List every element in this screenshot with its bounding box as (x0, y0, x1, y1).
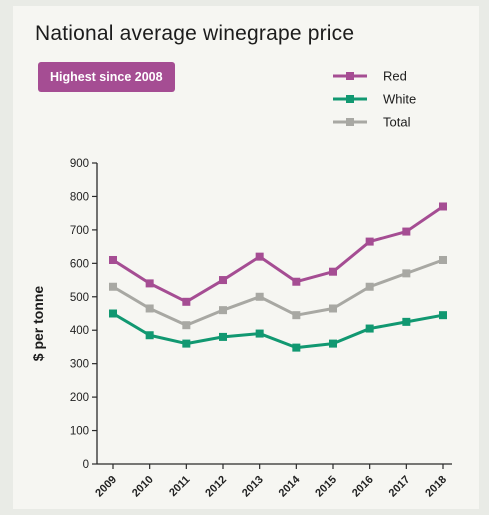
data-point-total (109, 282, 117, 291)
data-point-total (182, 321, 191, 330)
data-point-red (402, 227, 411, 236)
chart-title: National average winegrape price (35, 22, 355, 45)
data-point-total (292, 311, 301, 320)
legend-marker-red (346, 72, 354, 80)
x-tick-label: 2016 (350, 474, 376, 500)
data-point-red (109, 255, 117, 264)
y-tick-label: 400 (70, 325, 89, 337)
data-point-total (145, 304, 154, 313)
data-point-white (292, 343, 301, 352)
data-point-white (109, 309, 117, 318)
x-tick-label: 2014 (277, 473, 303, 499)
y-tick-label: 0 (83, 459, 89, 471)
x-tick-label: 2013 (240, 474, 266, 500)
x-tick-label: 2015 (313, 474, 339, 500)
data-point-red (219, 276, 227, 285)
data-point-white (365, 324, 374, 333)
data-point-red (365, 237, 374, 246)
data-point-red (182, 297, 191, 306)
series-line-white (112, 312, 444, 350)
x-tick-label: 2017 (387, 474, 413, 500)
data-point-red (329, 267, 337, 276)
y-tick-label: 700 (70, 225, 89, 237)
y-tick-label: 900 (70, 158, 89, 170)
data-point-total (255, 292, 264, 301)
y-tick-label: 600 (70, 258, 89, 270)
x-tick-label: 2010 (130, 474, 156, 500)
y-tick-label: 100 (70, 426, 89, 438)
data-point-white (402, 317, 411, 326)
data-point-white (329, 339, 337, 348)
data-point-total (439, 255, 447, 264)
legend-marker-white (346, 95, 354, 103)
highlight-badge: Highest since 2008 (38, 62, 175, 92)
data-point-total (365, 282, 374, 291)
chart-card: National average winegrape price Highest… (13, 6, 479, 509)
legend-marker-total (346, 118, 354, 126)
data-point-red (145, 279, 154, 288)
y-tick-label: 500 (70, 292, 89, 304)
legend-label-white: White (383, 92, 416, 107)
data-point-total (402, 269, 411, 278)
legend-label-total: Total (383, 115, 411, 130)
data-point-total (329, 304, 337, 313)
y-tick-label: 200 (70, 392, 89, 404)
x-tick-label: 2011 (167, 474, 192, 499)
data-point-red (292, 277, 301, 286)
data-point-red (439, 202, 447, 211)
series-line-total (112, 258, 444, 327)
data-point-white (145, 331, 154, 340)
data-point-total (219, 306, 227, 315)
data-point-white (219, 332, 227, 341)
y-tick-label: 300 (70, 359, 89, 371)
y-axis-title: $ per tonne (30, 286, 46, 362)
x-tick-label: 2009 (93, 474, 119, 500)
series-line-red (112, 205, 444, 304)
data-point-white (255, 329, 264, 338)
data-point-white (439, 311, 447, 320)
x-tick-label: 2012 (203, 474, 229, 500)
x-tick-label: 2018 (423, 474, 449, 500)
data-point-red (255, 252, 264, 261)
legend-label-red: Red (383, 69, 407, 84)
y-tick-label: 800 (70, 191, 89, 203)
data-point-white (182, 339, 191, 348)
